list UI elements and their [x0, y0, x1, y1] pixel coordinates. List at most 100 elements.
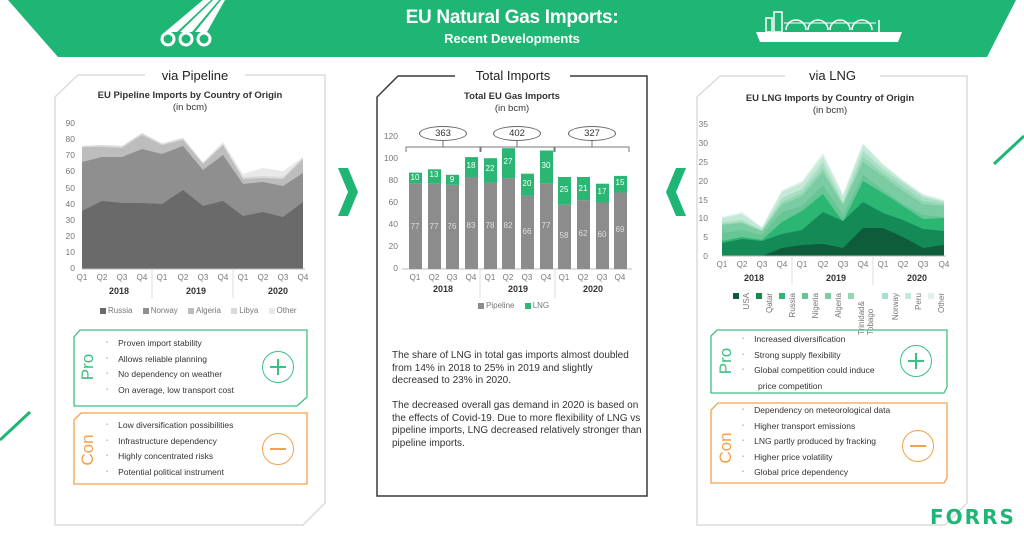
legend-item-qatar: Qatar [756, 293, 776, 333]
lng-value: 21 [578, 184, 588, 193]
x-tick: Q4 [540, 273, 552, 282]
y-tick: 40 [388, 219, 398, 229]
year-label: 2018 [108, 286, 130, 296]
pipeline-chart-unit: (in bcm) [172, 102, 208, 113]
y-tick: 30 [698, 138, 708, 148]
lng-value: 25 [559, 185, 569, 194]
year-label: 2018 [743, 273, 765, 283]
pro-item: Strong supply flexibility [742, 348, 875, 364]
con-label: Con [716, 432, 735, 464]
lng-share-paragraph: The share of LNG in total gas imports al… [392, 350, 629, 386]
x-tick: Q4 [217, 273, 229, 282]
x-tick: Q4 [614, 273, 626, 282]
x-tick: Q3 [596, 273, 608, 282]
legend-item-algeria: Algeria [825, 293, 845, 333]
lng-value: 20 [522, 179, 532, 188]
pipeline-value: 82 [503, 221, 513, 230]
x-tick: Q1 [156, 273, 168, 282]
y-tick: 20 [388, 241, 398, 251]
pipeline-pro-list: Proven import stability Allows reliable … [106, 336, 234, 398]
year-label: 2019 [507, 284, 529, 294]
legend-swatch [268, 307, 275, 314]
con-item: Infrastructure dependency [106, 434, 233, 450]
pro-item-continuation: price competition [758, 380, 823, 391]
legend-label: Pipeline [486, 301, 515, 311]
minus-icon [902, 430, 934, 462]
lng-value: 18 [466, 161, 476, 170]
legend-item-nigeria: Nigeria [802, 293, 822, 333]
year-label: 2020 [582, 284, 604, 294]
con-item: Global price dependency [742, 465, 890, 481]
pipeline-value: 83 [466, 221, 476, 230]
x-tick: Q4 [297, 273, 309, 282]
total-chart-title: Total EU Gas Imports (in bcm) [382, 91, 642, 115]
chevron-right-icon [338, 168, 358, 216]
pro-item: Increased diversification [742, 332, 875, 348]
year-total-2020: 327 [568, 126, 616, 141]
pipeline-area-chart [82, 133, 305, 298]
lng-panel-title: via LNG [790, 68, 875, 83]
pipeline-value: 77 [429, 222, 439, 231]
pipeline-panel-title: via Pipeline [150, 68, 240, 83]
pro-item: Allows reliable planning [106, 352, 234, 368]
legend-label: Algeria [196, 306, 221, 316]
lng-value: 15 [615, 178, 625, 187]
lng-con-list: Dependency on meteorological data Higher… [742, 403, 890, 481]
total-chart-unit: (in bcm) [494, 103, 530, 114]
x-tick: Q4 [857, 260, 869, 269]
pipeline-value: 62 [578, 229, 588, 238]
plus-icon [262, 351, 294, 383]
lng-chart-title-text: EU LNG Imports by Country of Origin [745, 93, 915, 104]
year-label: 2020 [906, 273, 928, 283]
pipeline-con-list: Low diversification possibilities Infras… [106, 418, 233, 480]
pipeline-value: 76 [447, 222, 457, 231]
forrs-logo[interactable]: FORRS [930, 505, 1016, 529]
header-background [8, 0, 1016, 57]
year-total-2019: 402 [493, 126, 541, 141]
pipeline-value: 66 [522, 227, 532, 236]
year-label: 2019 [185, 286, 207, 296]
y-tick: 100 [383, 153, 398, 163]
lng-pro-list: Increased diversification Strong supply … [742, 332, 875, 394]
y-tick: 20 [698, 176, 708, 186]
x-tick: Q2 [577, 273, 589, 282]
year-label: 2018 [432, 284, 454, 294]
pipeline-value: 58 [559, 231, 569, 240]
y-tick: 40 [65, 199, 75, 209]
y-tick: 30 [65, 215, 75, 225]
x-tick: Q2 [897, 260, 909, 269]
legend-item-peru: Peru [905, 293, 925, 333]
lng-chart-unit: (in bcm) [812, 105, 848, 116]
y-tick: 120 [383, 131, 398, 141]
x-tick: Q3 [756, 260, 768, 269]
lng-chart-title: EU LNG Imports by Country of Origin (in … [700, 93, 960, 117]
con-item: Dependency on meteorological data [742, 403, 890, 419]
y-tick: 10 [65, 247, 75, 257]
x-tick: Q2 [177, 273, 189, 282]
y-tick: 50 [65, 183, 75, 193]
header-banner: EU Natural Gas Imports: Recent Developme… [0, 0, 1024, 58]
con-item: Higher transport emissions [742, 419, 890, 435]
legend-swatch [188, 307, 195, 314]
legend-swatch [100, 307, 106, 314]
y-tick: 0 [703, 251, 708, 261]
pipeline-legend: Russia Norway Algeria Libya Other [100, 306, 305, 315]
y-tick: 90 [65, 118, 75, 128]
con-item: LNG partly produced by fracking [742, 434, 890, 450]
covid-paragraph: The decreased overall gas demand in 2020… [392, 400, 642, 449]
pro-item: Global competition could induce [742, 363, 875, 379]
legend-label: Other [276, 306, 297, 316]
pipeline-value: 77 [410, 222, 420, 231]
y-tick: 35 [698, 119, 708, 129]
plus-icon [900, 345, 932, 377]
y-tick: 5 [703, 232, 708, 242]
minus-icon [262, 433, 294, 465]
pro-item: On average, low transport cost [106, 383, 234, 399]
y-tick: 20 [65, 231, 75, 241]
legend-label: Norway [150, 306, 178, 316]
x-tick: Q1 [796, 260, 808, 269]
x-tick: Q3 [837, 260, 849, 269]
pipeline-procon-frames [73, 329, 308, 485]
lng-tanker-ship-icon [756, 11, 902, 42]
y-tick: 0 [393, 263, 398, 273]
